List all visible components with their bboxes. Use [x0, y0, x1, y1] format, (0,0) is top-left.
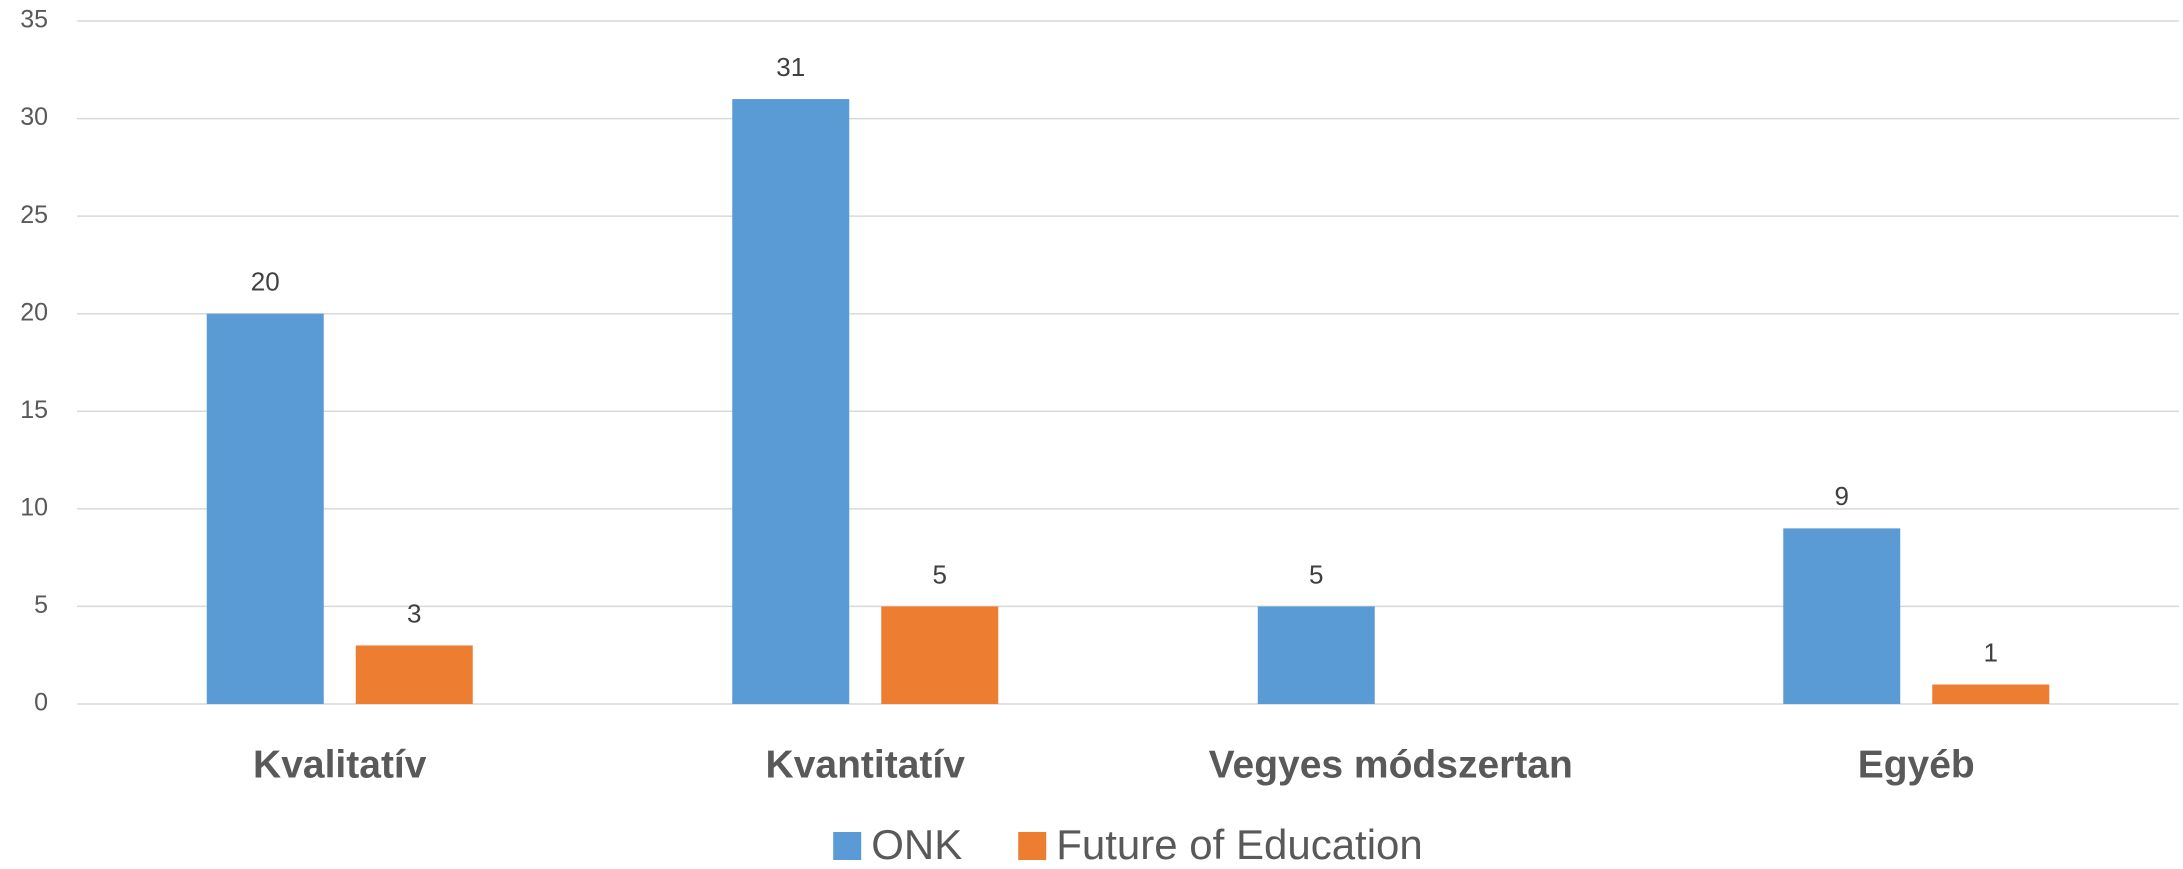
x-tick-label: Vegyes módszertan: [1209, 743, 1573, 786]
y-tick-label: 25: [20, 201, 48, 229]
x-tick-label: Kvalitatív: [253, 743, 427, 786]
bar: [732, 99, 850, 705]
legend-label: ONK: [871, 821, 962, 868]
bar: [1257, 606, 1375, 704]
legend-swatch: [1018, 832, 1047, 860]
y-tick-label: 10: [20, 493, 48, 521]
data-label: 9: [1835, 481, 1849, 511]
data-label: 20: [251, 267, 280, 297]
legend-label: Future of Education: [1056, 821, 1423, 868]
x-tick-label: Egyéb: [1858, 743, 1975, 786]
y-tick-label: 5: [34, 591, 48, 619]
bar: [881, 606, 999, 704]
bar: [1783, 528, 1901, 704]
bar: [355, 645, 473, 704]
data-label: 3: [407, 598, 421, 628]
data-label: 5: [933, 559, 947, 589]
x-tick-label: Kvantitatív: [766, 743, 966, 786]
data-label: 1: [1984, 637, 1998, 667]
data-label: 31: [776, 52, 805, 82]
bar: [206, 313, 324, 704]
y-tick-label: 15: [20, 396, 48, 424]
y-tick-label: 30: [20, 103, 48, 131]
y-tick-label: 20: [20, 298, 48, 326]
y-tick-label: 35: [20, 6, 48, 34]
bar: [1932, 684, 2050, 704]
data-label: 5: [1309, 559, 1323, 589]
y-tick-label: 0: [34, 689, 48, 717]
legend-swatch: [833, 832, 862, 860]
